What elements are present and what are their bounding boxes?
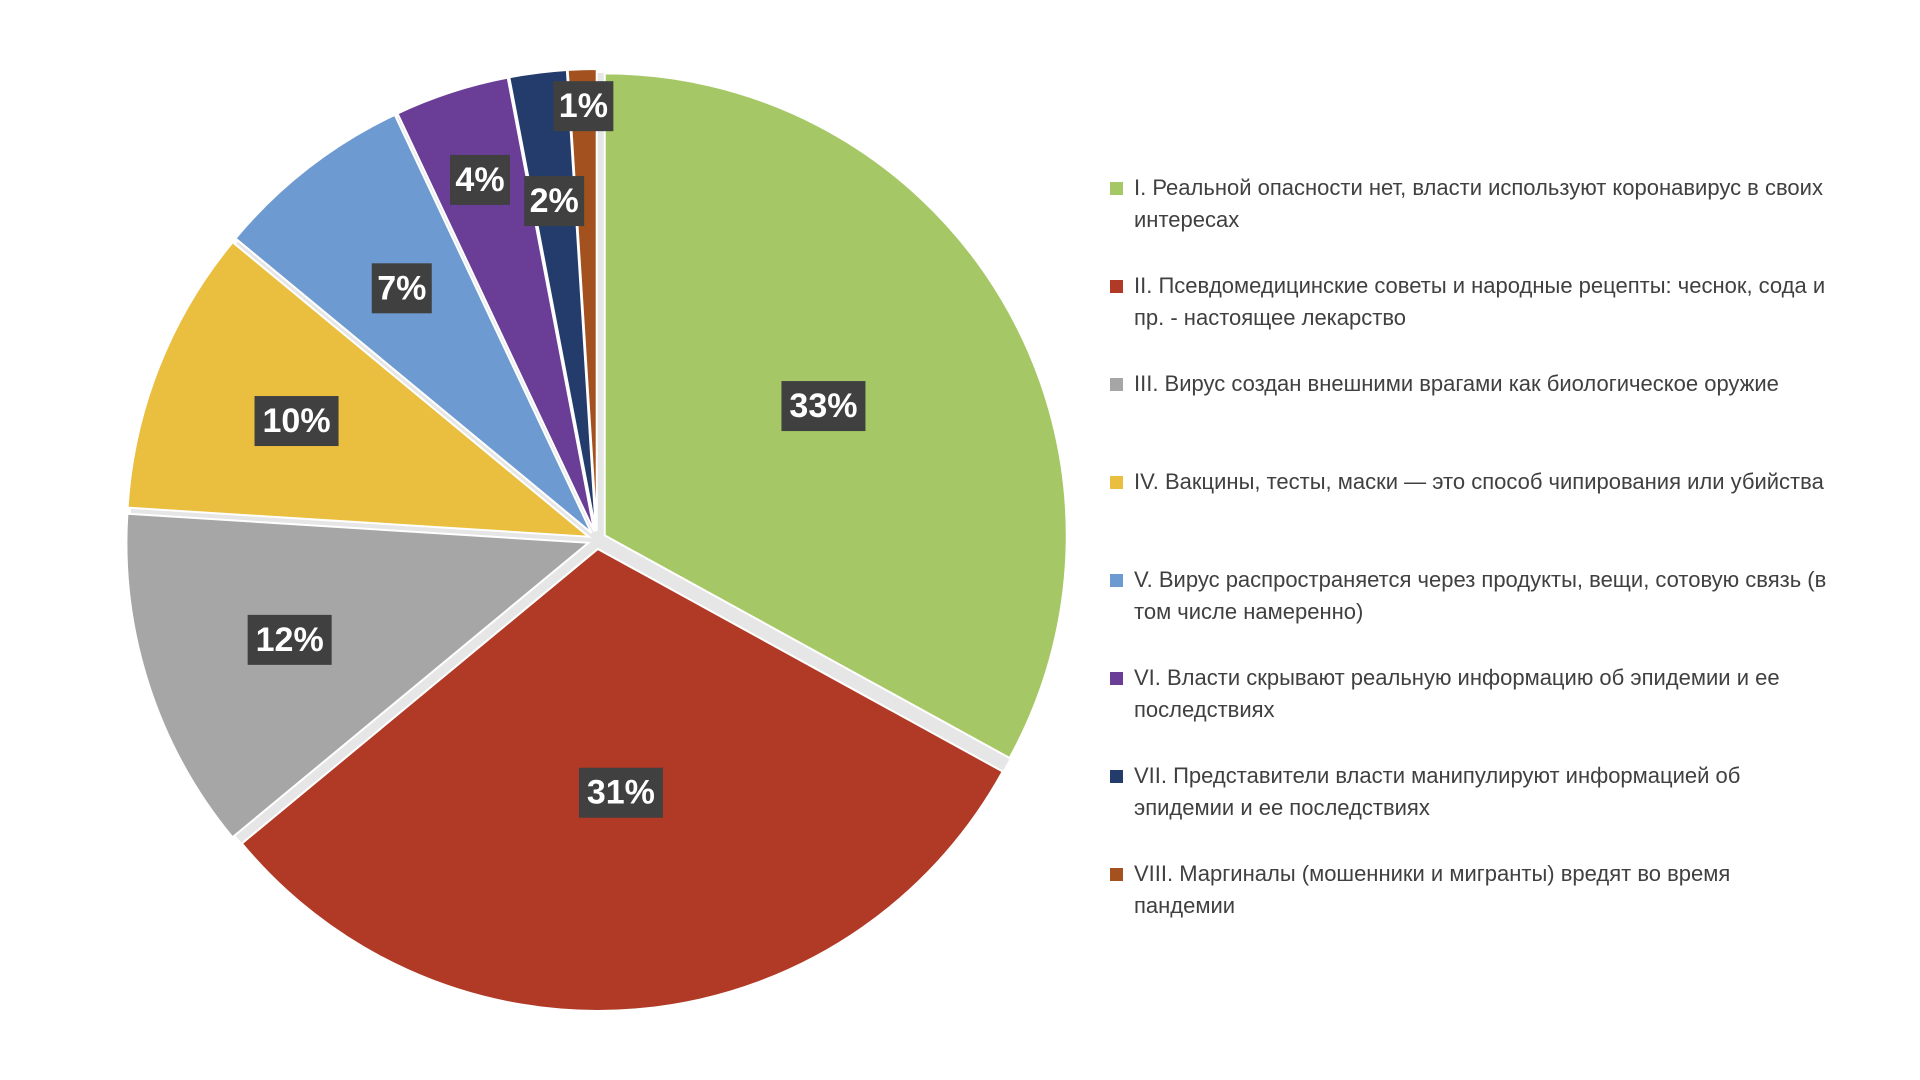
data-label-1: 33%: [781, 381, 866, 432]
data-label-text: 2%: [530, 182, 579, 220]
data-label-text: 7%: [377, 269, 426, 307]
legend-label: VII. Представители власти манипулируют и…: [1134, 763, 1741, 820]
legend-label: V. Вирус распространяется через продукты…: [1134, 567, 1827, 624]
legend-item-8: VIII. Маргиналы (мошенники и мигранты) в…: [1110, 858, 1830, 956]
data-label-5: 7%: [371, 263, 432, 314]
legend-item-7: VII. Представители власти манипулируют и…: [1110, 760, 1830, 858]
legend-label: I. Реальной опасности нет, власти исполь…: [1134, 175, 1823, 232]
data-label-4: 10%: [254, 396, 339, 447]
data-label-text: 10%: [263, 402, 331, 440]
legend-label: VIII. Маргиналы (мошенники и мигранты) в…: [1134, 861, 1731, 918]
data-label-7: 2%: [524, 176, 585, 227]
pie-slice-4: [126, 240, 592, 538]
pie-slice-3: [125, 512, 592, 839]
data-label-text: 31%: [587, 774, 655, 812]
legend-swatch: [1110, 476, 1123, 489]
legend-item-4: IV. Вакцины, тесты, маски — это способ ч…: [1110, 466, 1830, 564]
legend-item-6: VI. Власти скрывают реальную информацию …: [1110, 662, 1830, 760]
data-label-box: [450, 154, 511, 205]
data-label-box: [254, 396, 339, 447]
legend-swatch: [1110, 182, 1123, 195]
legend-swatch: [1110, 280, 1123, 293]
data-label-box: [578, 767, 663, 818]
chart-legend: I. Реальной опасности нет, власти исполь…: [1110, 172, 1830, 956]
data-label-text: 33%: [789, 387, 857, 425]
data-label-box: [524, 176, 585, 227]
data-label-text: 4%: [455, 161, 504, 199]
legend-swatch: [1110, 574, 1123, 587]
legend-label: II. Псевдомедицинские советы и народные …: [1134, 273, 1826, 330]
legend-item-5: V. Вирус распространяется через продукты…: [1110, 564, 1830, 662]
legend-item-1: I. Реальной опасности нет, власти исполь…: [1110, 172, 1830, 270]
legend-label: III. Вирус создан внешними врагами как б…: [1134, 371, 1779, 396]
legend-label: VI. Власти скрывают реальную информацию …: [1134, 665, 1780, 722]
legend-swatch: [1110, 378, 1123, 391]
legend-swatch: [1110, 672, 1123, 685]
legend-swatch: [1110, 770, 1123, 783]
legend-swatch: [1110, 868, 1123, 881]
data-label-8: 1%: [553, 81, 614, 132]
legend-label: IV. Вакцины, тесты, маски — это способ ч…: [1134, 469, 1824, 494]
data-label-box: [247, 614, 332, 665]
pie-slice-6: [396, 76, 596, 532]
data-label-2: 31%: [578, 767, 663, 818]
data-label-6: 4%: [450, 154, 511, 205]
pie-slice-5: [234, 113, 593, 534]
pie-data-labels: 33% 31% 12% 10% 7% 4% 2% 1%: [247, 81, 866, 818]
legend-item-2: II. Псевдомедицинские советы и народные …: [1110, 270, 1830, 368]
data-label-box: [371, 263, 432, 314]
data-label-box: [553, 81, 614, 132]
data-label-text: 1%: [559, 87, 608, 125]
data-label-3: 12%: [247, 614, 332, 665]
data-label-box: [781, 381, 866, 432]
data-label-text: 12%: [256, 621, 324, 659]
legend-item-3: III. Вирус создан внешними врагами как б…: [1110, 368, 1830, 466]
